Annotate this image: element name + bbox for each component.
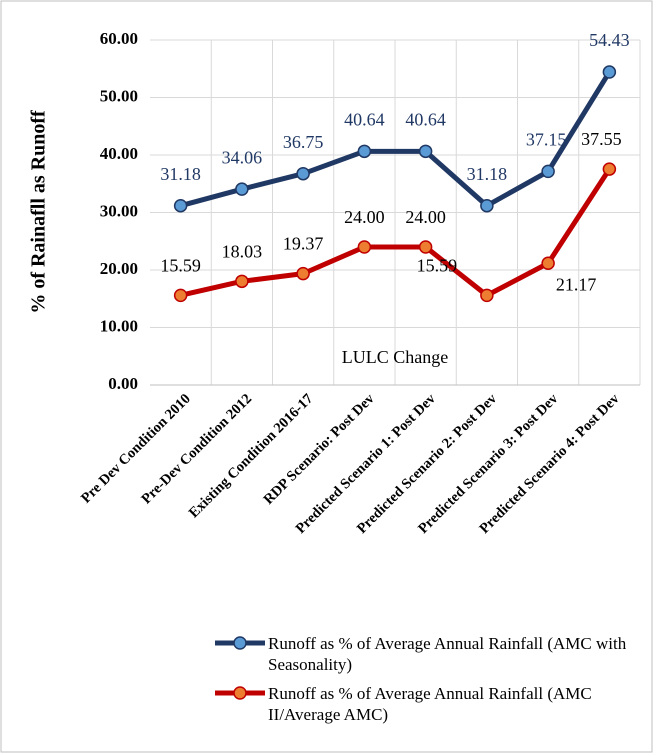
point: [296, 266, 310, 281]
legend-label: Runoff as % of Average Annual Rainfall (…: [268, 684, 592, 724]
data-label: 37.55: [581, 129, 622, 149]
y-tick-label: 20.00: [100, 259, 138, 278]
point: [602, 65, 617, 79]
data-label: 24.00: [344, 207, 385, 227]
y-tick-label: 50.00: [100, 86, 138, 105]
data-label: 36.75: [283, 132, 324, 152]
point: [173, 288, 188, 303]
data-label: 15.59: [160, 255, 201, 275]
y-tick-label: 30.00: [100, 201, 138, 220]
data-label: 31.18: [467, 164, 508, 184]
point: [357, 144, 372, 159]
annotation: LULC Change: [342, 347, 448, 367]
series-line: [180, 167, 612, 298]
data-label: 54.43: [589, 30, 630, 50]
point: [173, 198, 188, 213]
y-axis-label: % of Rainafll as Runoff: [28, 110, 50, 314]
point: [480, 288, 494, 303]
point: [296, 166, 310, 181]
data-label: 40.64: [344, 109, 385, 129]
data-label: 18.03: [222, 241, 263, 261]
legend-marker: [233, 636, 247, 650]
point: [480, 198, 494, 213]
point: [602, 162, 617, 176]
data-label: 19.37: [283, 234, 324, 254]
point: [541, 164, 555, 179]
point: [235, 274, 249, 289]
point: [357, 240, 372, 254]
data-label: 40.64: [405, 109, 446, 129]
legend-marker: [233, 686, 247, 700]
point: [541, 256, 555, 271]
y-tick-label: 40.00: [100, 144, 138, 163]
point: [418, 144, 433, 159]
data-label: 31.18: [160, 164, 201, 184]
point: [418, 240, 433, 254]
series-line: [179, 70, 612, 209]
data-label: 21.17: [556, 274, 597, 294]
legend-label: Runoff as % of Average Annual Rainfall (…: [268, 634, 627, 674]
data-label: 34.06: [222, 147, 263, 167]
y-tick-label: 60.00: [100, 29, 138, 48]
data-label: 15.59: [417, 255, 458, 275]
data-label: 37.15: [526, 130, 567, 150]
point: [235, 182, 249, 196]
data-label: 24.00: [405, 207, 446, 227]
y-tick-label: 0.00: [108, 374, 138, 393]
y-tick-label: 10.00: [100, 316, 138, 335]
